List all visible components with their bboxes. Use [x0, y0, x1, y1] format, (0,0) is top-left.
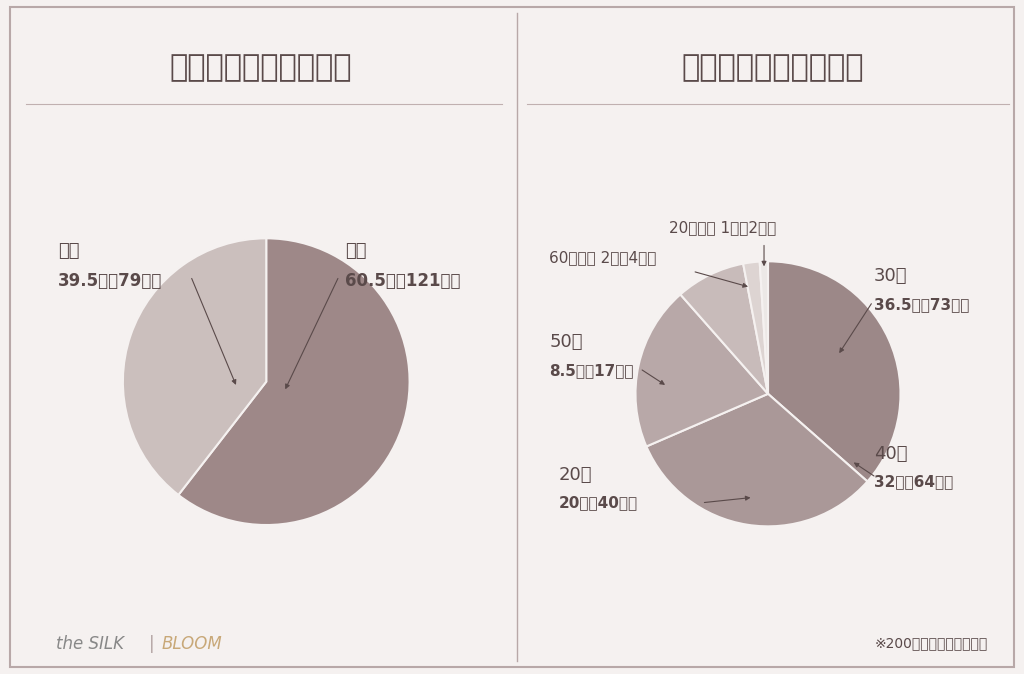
- Text: 60歳以上 2％（4人）: 60歳以上 2％（4人）: [549, 250, 656, 266]
- Wedge shape: [760, 262, 768, 394]
- Wedge shape: [636, 295, 768, 446]
- Wedge shape: [123, 239, 266, 495]
- Text: 50代: 50代: [549, 334, 583, 351]
- Text: 男性: 男性: [58, 242, 80, 259]
- Text: 32％（64人）: 32％（64人）: [874, 474, 953, 489]
- Text: 女性: 女性: [345, 242, 367, 259]
- Text: 8.5％（17人）: 8.5％（17人）: [549, 363, 634, 378]
- Wedge shape: [178, 239, 410, 525]
- Wedge shape: [646, 394, 867, 526]
- Text: 30代: 30代: [874, 267, 907, 285]
- Wedge shape: [743, 262, 768, 394]
- Text: 20代: 20代: [559, 466, 592, 484]
- Text: 60.5％（121人）: 60.5％（121人）: [345, 272, 461, 290]
- Text: the SILK: the SILK: [56, 635, 124, 652]
- Text: ※200名回答・単一選択式: ※200名回答・単一選択式: [874, 637, 988, 650]
- Text: 40代: 40代: [874, 445, 907, 463]
- Text: 36.5％（73人）: 36.5％（73人）: [874, 297, 970, 311]
- Text: BLOOM: BLOOM: [162, 635, 222, 652]
- Wedge shape: [680, 264, 768, 394]
- Text: 39.5％（79人）: 39.5％（79人）: [58, 272, 163, 290]
- Text: 年齢を教えてください: 年齢を教えてください: [682, 53, 864, 82]
- Text: 20％（40人）: 20％（40人）: [559, 495, 638, 510]
- Text: 20歳未満 1％（2人）: 20歳未満 1％（2人）: [669, 220, 776, 235]
- Text: |: |: [148, 635, 154, 652]
- Text: 性別を教えてください: 性別を教えてください: [170, 53, 352, 82]
- Wedge shape: [768, 262, 900, 481]
